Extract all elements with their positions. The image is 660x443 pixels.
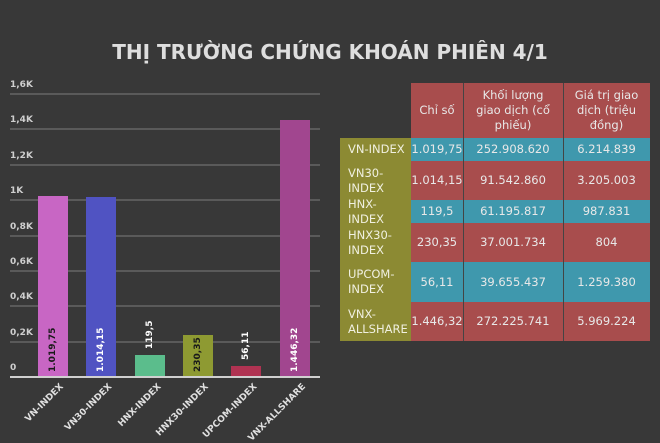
grid-line xyxy=(10,93,320,95)
y-tick-label: 1,4K xyxy=(10,115,33,126)
x-tick-label: HNX-INDEX xyxy=(116,382,164,429)
y-tick-label: 0,6K xyxy=(10,256,33,267)
table-row-label: HNX-INDEX xyxy=(348,196,384,226)
table-cell-index: 119,5 xyxy=(411,200,463,223)
bar-value-label: 230,35 xyxy=(193,337,203,372)
bar-vn30-index[interactable] xyxy=(86,196,116,376)
table-cell-volume: 91.542.860 xyxy=(463,161,563,200)
y-tick-label: 1,2K xyxy=(10,150,33,161)
table-cell-value: 987.831 xyxy=(563,200,650,223)
table-row-label: VN-INDEX xyxy=(348,142,405,157)
table-cell-value: 3.205.003 xyxy=(563,161,650,200)
x-tick-label: VN-INDEX xyxy=(23,382,67,425)
y-tick-label: 1K xyxy=(10,186,24,197)
bar-chart: 0 0,2K 0,4K 0,6K 0,8K 1K 1,2K 1,4K 1,6K 1.019,75 V… xyxy=(0,80,330,443)
table-cell-volume: 272.225.741 xyxy=(463,302,563,341)
table-cell-volume: 39.655.437 xyxy=(463,262,563,302)
table-row-label: UPCOM- INDEX xyxy=(348,267,395,296)
bar-value-label: 1.446,32 xyxy=(290,327,300,372)
table-row-label: VN30- INDEX xyxy=(348,165,384,195)
y-tick-label: 0,4K xyxy=(10,292,33,303)
table-row-label: HNX30- INDEX xyxy=(348,227,392,257)
bar-value-label: 1.019,75 xyxy=(48,327,58,372)
grid-line xyxy=(10,199,320,202)
y-tick-label: 1,6K xyxy=(10,80,33,90)
column-divider xyxy=(563,83,564,341)
table-cell-index: 56,11 xyxy=(411,262,463,302)
table-cell-index: 1.019,75 xyxy=(411,138,463,161)
bar-hnx30-index[interactable] xyxy=(183,335,213,376)
column-divider xyxy=(463,83,464,341)
y-tick-label: 0 xyxy=(10,363,17,373)
bar-value-label: 1.014,15 xyxy=(96,327,106,372)
bar-value-label: 56,11 xyxy=(241,331,251,361)
bar-vn-index[interactable] xyxy=(38,195,68,376)
row-label-column xyxy=(340,138,411,341)
grid-line xyxy=(10,340,320,343)
table-cell-volume: 37.001.734 xyxy=(463,223,563,262)
grid-line xyxy=(10,305,320,308)
bar-vnx-allshare[interactable] xyxy=(280,120,310,376)
y-tick-label: 0,2K xyxy=(10,327,33,338)
bar-value-label: 119,5 xyxy=(145,320,155,349)
x-tick-label: VN30-INDEX xyxy=(63,382,115,434)
grid-line xyxy=(10,128,320,131)
grid-line xyxy=(10,269,320,272)
table-cell-volume: 61.195.817 xyxy=(463,200,563,223)
table-header-cell: Chỉ số xyxy=(411,83,463,138)
bar-upcom-index[interactable] xyxy=(231,366,261,376)
table-cell-index: 1.446,32 xyxy=(411,302,463,341)
table-cell-index: 1.014,15 xyxy=(411,161,463,200)
table-header-cell: Khối lượng giao dịch (cổ phiếu) xyxy=(463,83,563,138)
table-cell-volume: 252.908.620 xyxy=(463,138,563,161)
y-tick-label: 0,8K xyxy=(10,221,33,232)
table-cell-value: 804 xyxy=(563,223,650,262)
table-cell-index: 230,35 xyxy=(411,223,463,262)
table-cell-value: 5.969.224 xyxy=(563,302,650,341)
x-axis-line xyxy=(10,376,320,378)
grid-line xyxy=(10,234,320,237)
table-cell-value: 6.214.839 xyxy=(563,138,650,161)
bar-hnx-index[interactable] xyxy=(135,354,165,376)
grid-line xyxy=(10,163,320,166)
page-title: THỊ TRƯỜNG CHỨNG KHOÁN PHIÊN 4/1 xyxy=(112,40,548,64)
table-header-cell: Giá trị giao dịch (triệu đồng) xyxy=(563,83,650,138)
table-cell-value: 1.259.380 xyxy=(563,262,650,302)
table-row-label: VNX- ALLSHARE xyxy=(348,306,408,336)
